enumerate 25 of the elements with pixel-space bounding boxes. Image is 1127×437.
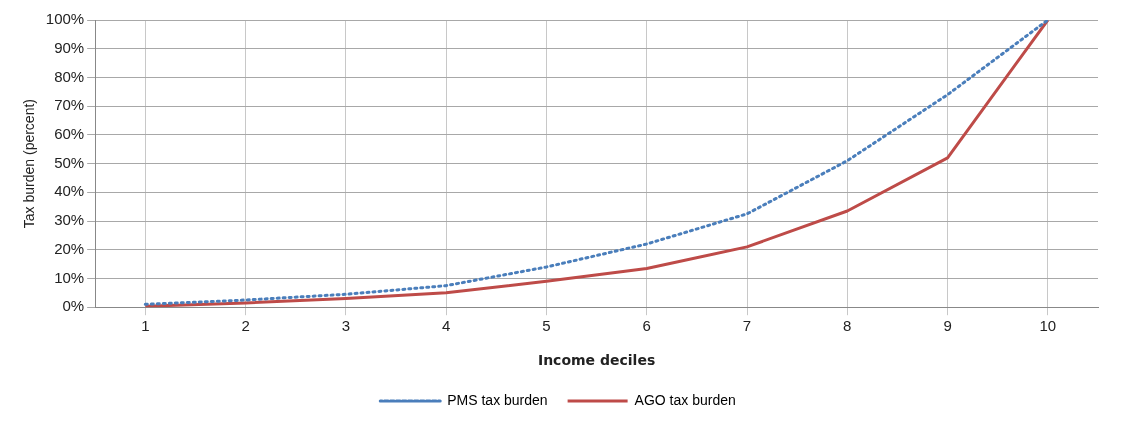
y-tick-label: 90% <box>54 38 85 56</box>
legend-label: PMS tax burden <box>447 391 548 408</box>
y-tick-label: 100% <box>45 10 85 28</box>
x-tick-label: 1 <box>141 317 150 335</box>
x-tick-label: 6 <box>642 317 651 335</box>
y-tick-label: 10% <box>54 268 85 286</box>
legend-label: AGO tax burden <box>634 391 736 408</box>
y-tick-label: 0% <box>62 297 85 315</box>
y-tick-label: 30% <box>54 211 85 229</box>
x-tick-label: 10 <box>1039 317 1057 335</box>
x-axis-title: Income deciles <box>537 352 656 369</box>
x-tick-label: 2 <box>241 317 250 335</box>
x-tick-label: 4 <box>441 317 451 335</box>
x-tick-label: 5 <box>542 317 551 335</box>
y-tick-label: 40% <box>54 182 85 200</box>
y-tick-label: 20% <box>54 239 85 257</box>
x-tick-label: 7 <box>742 317 752 335</box>
y-tick-label: 80% <box>54 67 85 85</box>
x-tick-label: 3 <box>341 317 351 335</box>
y-axis-title: Tax burden (percent) <box>21 99 38 229</box>
x-tick-label: 9 <box>943 317 952 335</box>
y-tick-label: 50% <box>54 153 85 171</box>
y-tick-label: 60% <box>54 125 85 143</box>
x-tick-label: 8 <box>843 317 852 335</box>
y-tick-label: 70% <box>54 96 85 114</box>
